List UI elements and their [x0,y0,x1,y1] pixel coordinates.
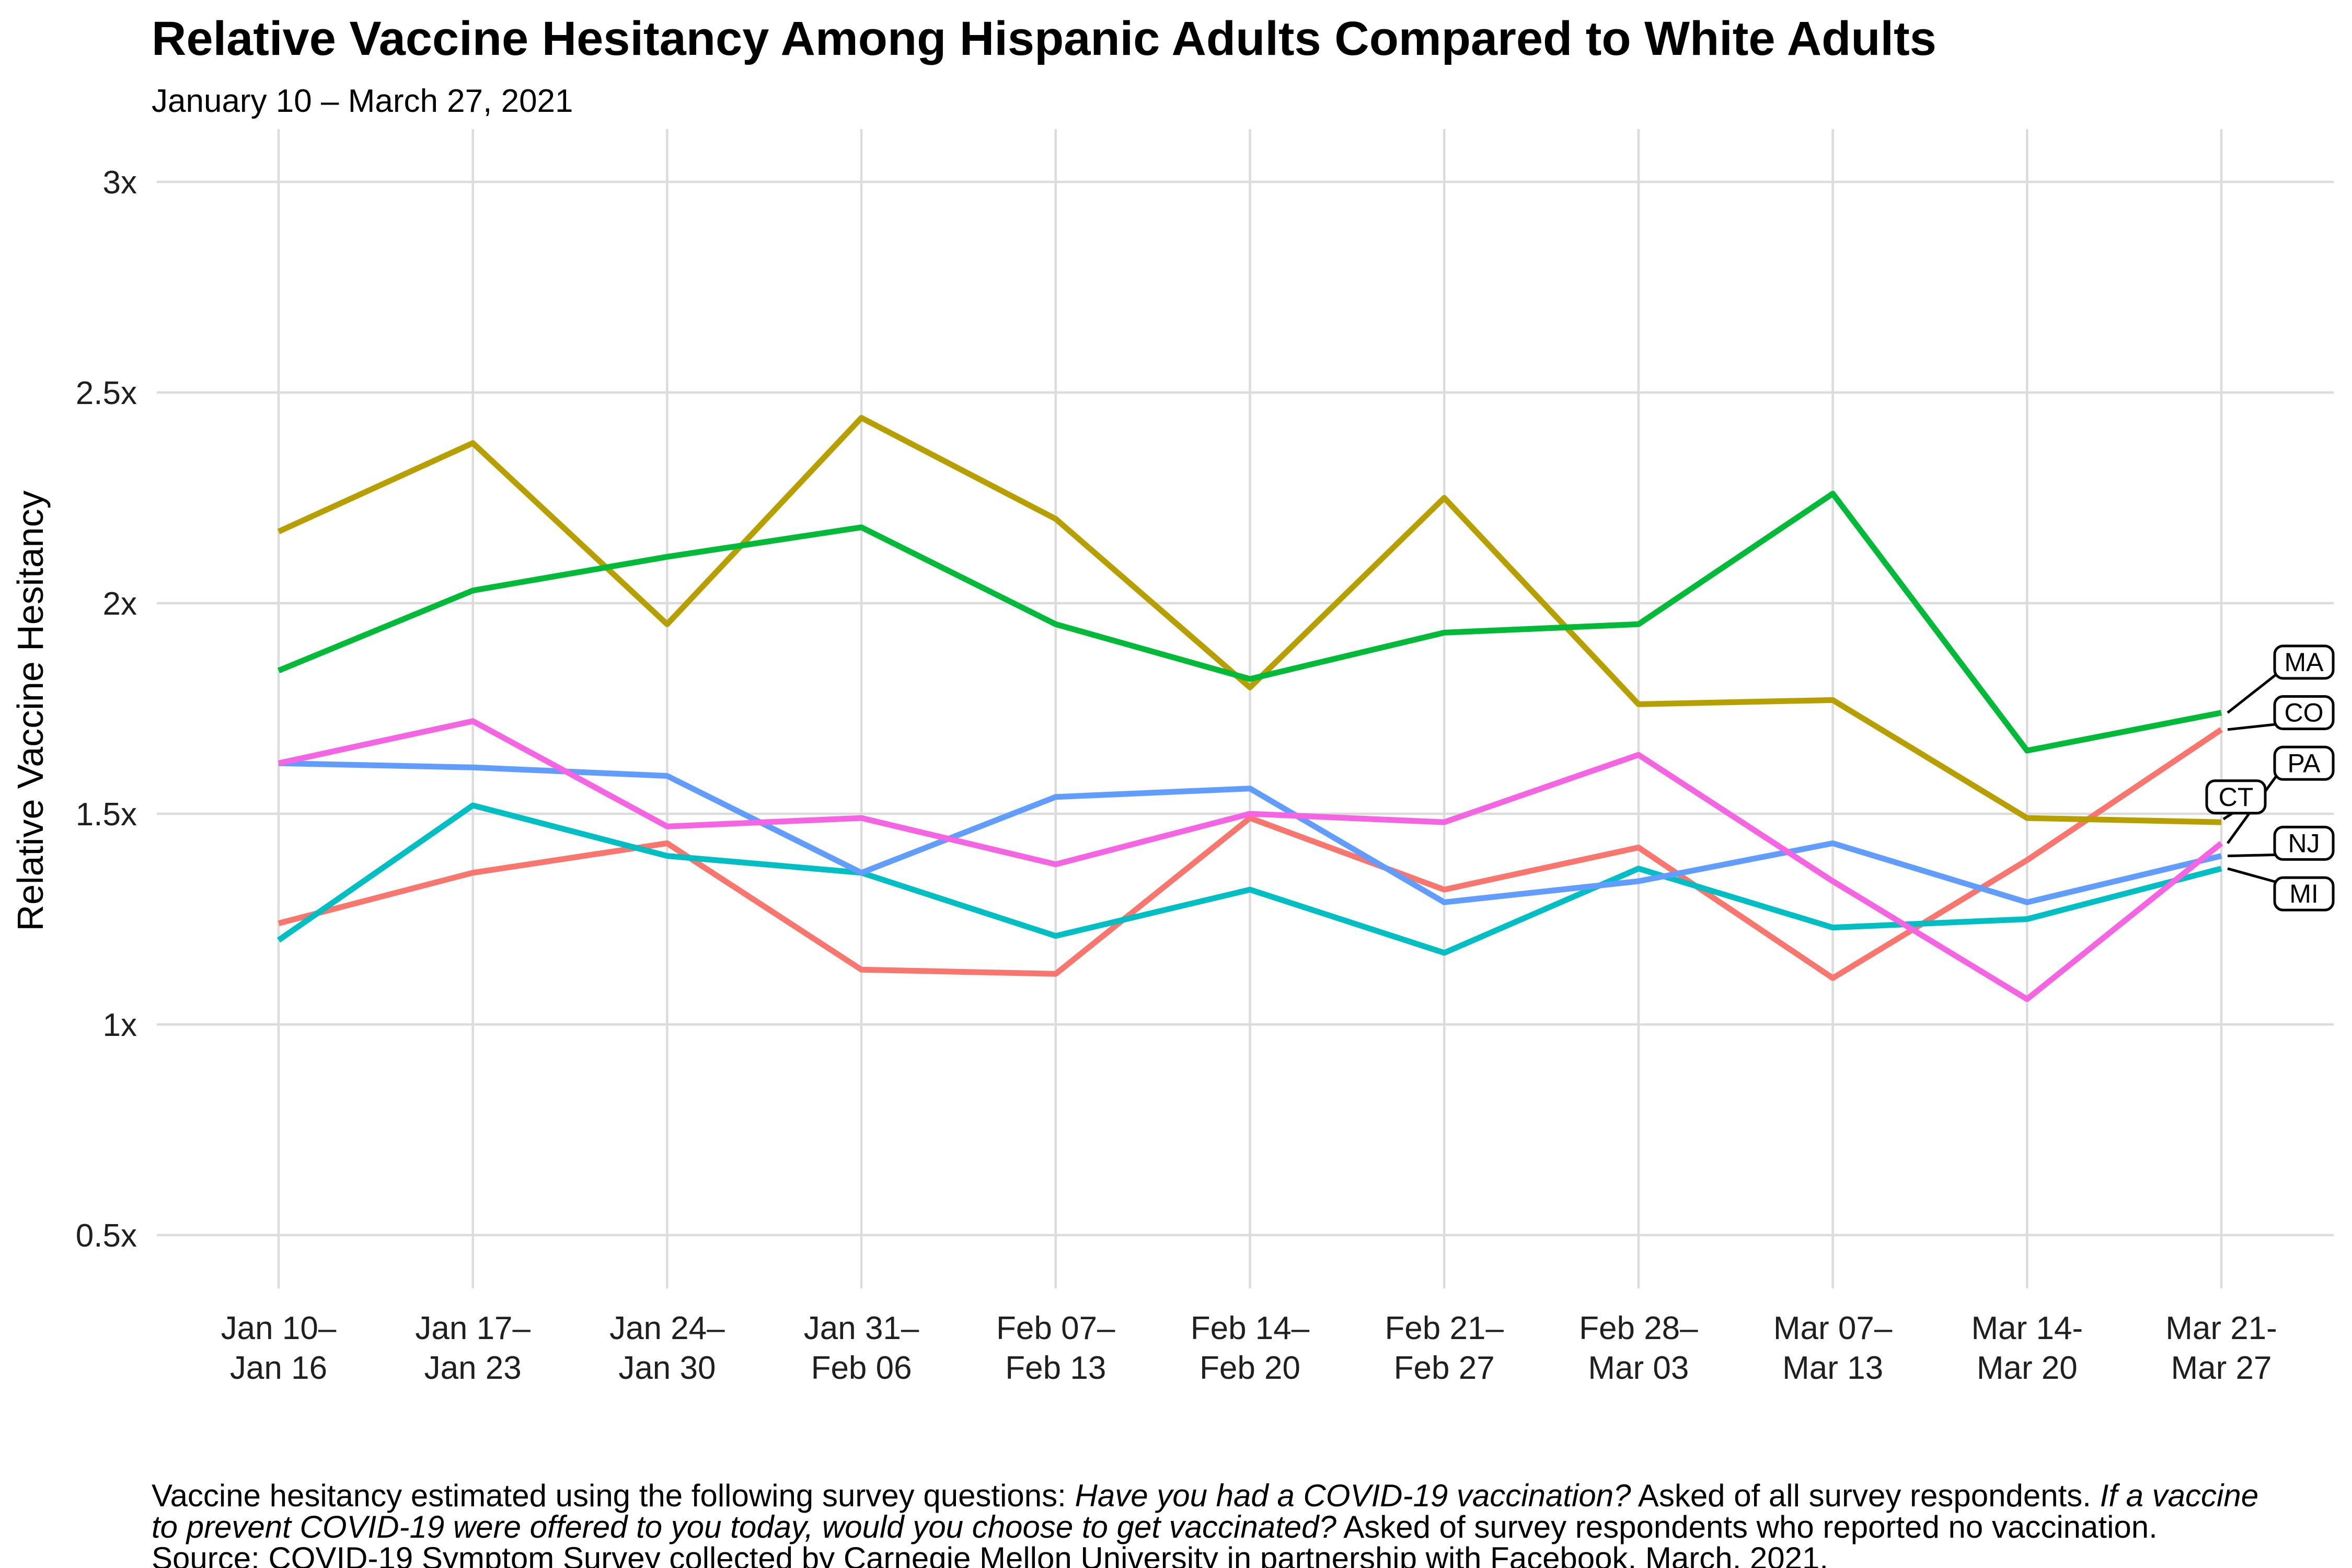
x-tick-label-7-line2: Mar 03 [1588,1350,1689,1386]
y-tick-label-3x: 3x [103,165,137,201]
x-tick-label-4-line1: Feb 07– [996,1310,1115,1346]
end-label-text-PA: PA [2288,748,2321,778]
end-label-text-MA: MA [2285,648,2324,677]
gridlines [157,129,2334,1288]
x-tick-label-6-line2: Feb 27 [1394,1350,1495,1386]
end-label-box-MA [2273,644,2335,680]
chart-title: Relative Vaccine Hesitancy Among Hispani… [152,12,1936,65]
x-tick-label-5-line1: Feb 14– [1191,1310,1310,1346]
series-line-CO [278,727,2223,981]
end-label-connector-NJ [2227,853,2278,858]
end-label-box-NJ [2273,825,2335,861]
caption-line-1: Vaccine hesitancy estimated using the fo… [152,1480,2258,1512]
x-tick-label-7-line1: Feb 28– [1579,1310,1698,1346]
y-axis-tick-labels: 0.5x 1x 1.5x 2x 2.5x 3x [76,165,137,1254]
y-tick-label-2.5x: 2.5x [76,375,137,411]
x-tick-label-3-line2: Feb 06 [811,1350,912,1386]
caption-text-segment: Asked of survey respondents who reported… [1336,1509,2158,1544]
x-tick-label-9-line1: Mar 14- [1971,1310,2083,1346]
x-tick-label-4-line2: Feb 13 [1005,1350,1106,1386]
x-tick-label-1-line2: Jan 23 [424,1350,522,1386]
x-tick-label-2-line2: Jan 30 [618,1350,716,1386]
y-tick-label-1x: 1x [103,1007,137,1043]
series-line-PA [278,718,2223,1002]
chart-subtitle: January 10 – March 27, 2021 [152,83,573,119]
caption-italic-segment: Have you had a COVID-19 vaccination? [1075,1478,1631,1513]
end-label-text-MI: MI [2289,879,2319,908]
x-tick-label-8-line1: Mar 07– [1773,1310,1893,1346]
caption-italic-segment: to prevent COVID-19 were offered to you … [152,1509,1336,1544]
end-label-connectors [2222,672,2279,884]
caption-text-segment: Vaccine hesitancy estimated using the fo… [152,1478,1075,1513]
end-label-box-MI [2273,876,2335,912]
series-lines [276,414,2223,1002]
end-label-text-NJ: NJ [2288,828,2320,858]
y-tick-label-2x: 2x [103,586,137,622]
x-tick-label-9-line2: Mar 20 [1977,1350,2078,1386]
x-tick-label-10-line1: Mar 21- [2165,1310,2277,1346]
x-tick-label-1-line1: Jan 17– [415,1310,531,1346]
x-tick-label-2-line1: Jan 24– [609,1310,725,1346]
caption-italic-segment: If a vaccine [2100,1478,2259,1513]
x-tick-label-10-line2: Mar 27 [2171,1350,2272,1386]
x-tick-label-0-line2: Jan 16 [230,1350,327,1386]
series-line-NJ [278,760,2222,905]
end-label-connector-CO [2227,723,2278,731]
x-tick-label-3-line1: Jan 31– [804,1310,919,1346]
x-tick-label-8-line2: Mar 13 [1782,1350,1883,1386]
y-axis-title: Relative Vaccine Hesitancy [10,491,51,931]
x-tick-label-5-line2: Feb 20 [1200,1350,1300,1386]
caption-line-3: Source: COVID-19 Symptom Survey collecte… [152,1543,2258,1568]
end-label-box-CO [2273,695,2335,731]
end-labels: MA CO PA CT NJ MI [2205,644,2335,912]
x-tick-label-6-line1: Feb 21– [1385,1310,1504,1346]
end-label-box-CT [2205,779,2267,815]
series-line-MI [276,802,2222,956]
caption-line-2: to prevent COVID-19 were offered to you … [152,1512,2258,1543]
y-tick-label-1.5x: 1.5x [76,797,137,833]
end-label-text-CT: CT [2219,782,2254,812]
end-label-box-PA [2273,745,2335,781]
x-tick-label-0-line1: Jan 10– [221,1310,337,1346]
end-label-connector-MI [2227,867,2278,884]
end-label-text-CO: CO [2285,698,2324,728]
chart-caption: Vaccine hesitancy estimated using the fo… [152,1480,2258,1568]
x-axis-tick-labels: Jan 10– Jan 16 Jan 17– Jan 23 Jan 24– Jan 30 J… [221,1310,2277,1386]
series-line-CT [277,414,2222,825]
caption-text-segment: Asked of all survey respondents. [1631,1478,2100,1513]
y-tick-label-0.5x: 0.5x [76,1218,137,1254]
end-label-connector-MA [2227,672,2278,714]
caption-text-segment: Source: COVID-19 Symptom Survey collecte… [152,1541,1829,1568]
series-line-MA [277,490,2222,754]
